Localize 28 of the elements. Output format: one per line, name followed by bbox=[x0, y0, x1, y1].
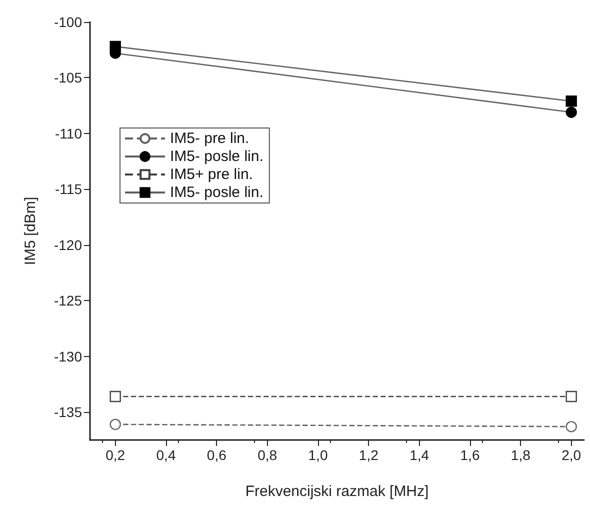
x-tick-label: 1,4 bbox=[410, 447, 430, 463]
x-tick-label: 2,0 bbox=[562, 447, 582, 463]
x-tick-label: 1,0 bbox=[308, 447, 328, 463]
x-axis-title: Frekvencijski razmak [MHz] bbox=[245, 483, 429, 500]
y-tick-label: -135 bbox=[54, 404, 82, 420]
y-tick-label: -110 bbox=[55, 125, 82, 142]
y-tick-label: -105 bbox=[54, 70, 82, 86]
x-tick-label: 0,6 bbox=[206, 447, 227, 463]
x-tick-label: 1,2 bbox=[358, 447, 379, 463]
x-tick-label: 1,8 bbox=[510, 447, 531, 463]
x-tick-label: 0,4 bbox=[156, 447, 176, 463]
y-tick-label: -115 bbox=[55, 181, 82, 198]
legend-label: IM5- posle lin. bbox=[170, 148, 264, 165]
legend-label: IM5- pre lin. bbox=[170, 130, 250, 147]
x-tick-label: 0,8 bbox=[258, 447, 278, 463]
point bbox=[566, 390, 577, 402]
legend-label: IM5- posle lin. bbox=[170, 184, 264, 201]
point bbox=[566, 421, 577, 432]
y-tick-label: -120 bbox=[54, 236, 82, 253]
legend-label: IM5+ pre lin. bbox=[170, 166, 253, 183]
x-tick-label: 1,6 bbox=[460, 447, 480, 463]
y-axis-title: IM5 [dBm] bbox=[22, 196, 39, 266]
y-tick-label: -125 bbox=[54, 292, 82, 309]
y-tick-label: -130 bbox=[54, 348, 82, 364]
point bbox=[110, 390, 121, 402]
point bbox=[110, 418, 121, 430]
x-tick-label: 0,2 bbox=[106, 447, 126, 463]
y-tick-label: -100 bbox=[54, 14, 82, 30]
